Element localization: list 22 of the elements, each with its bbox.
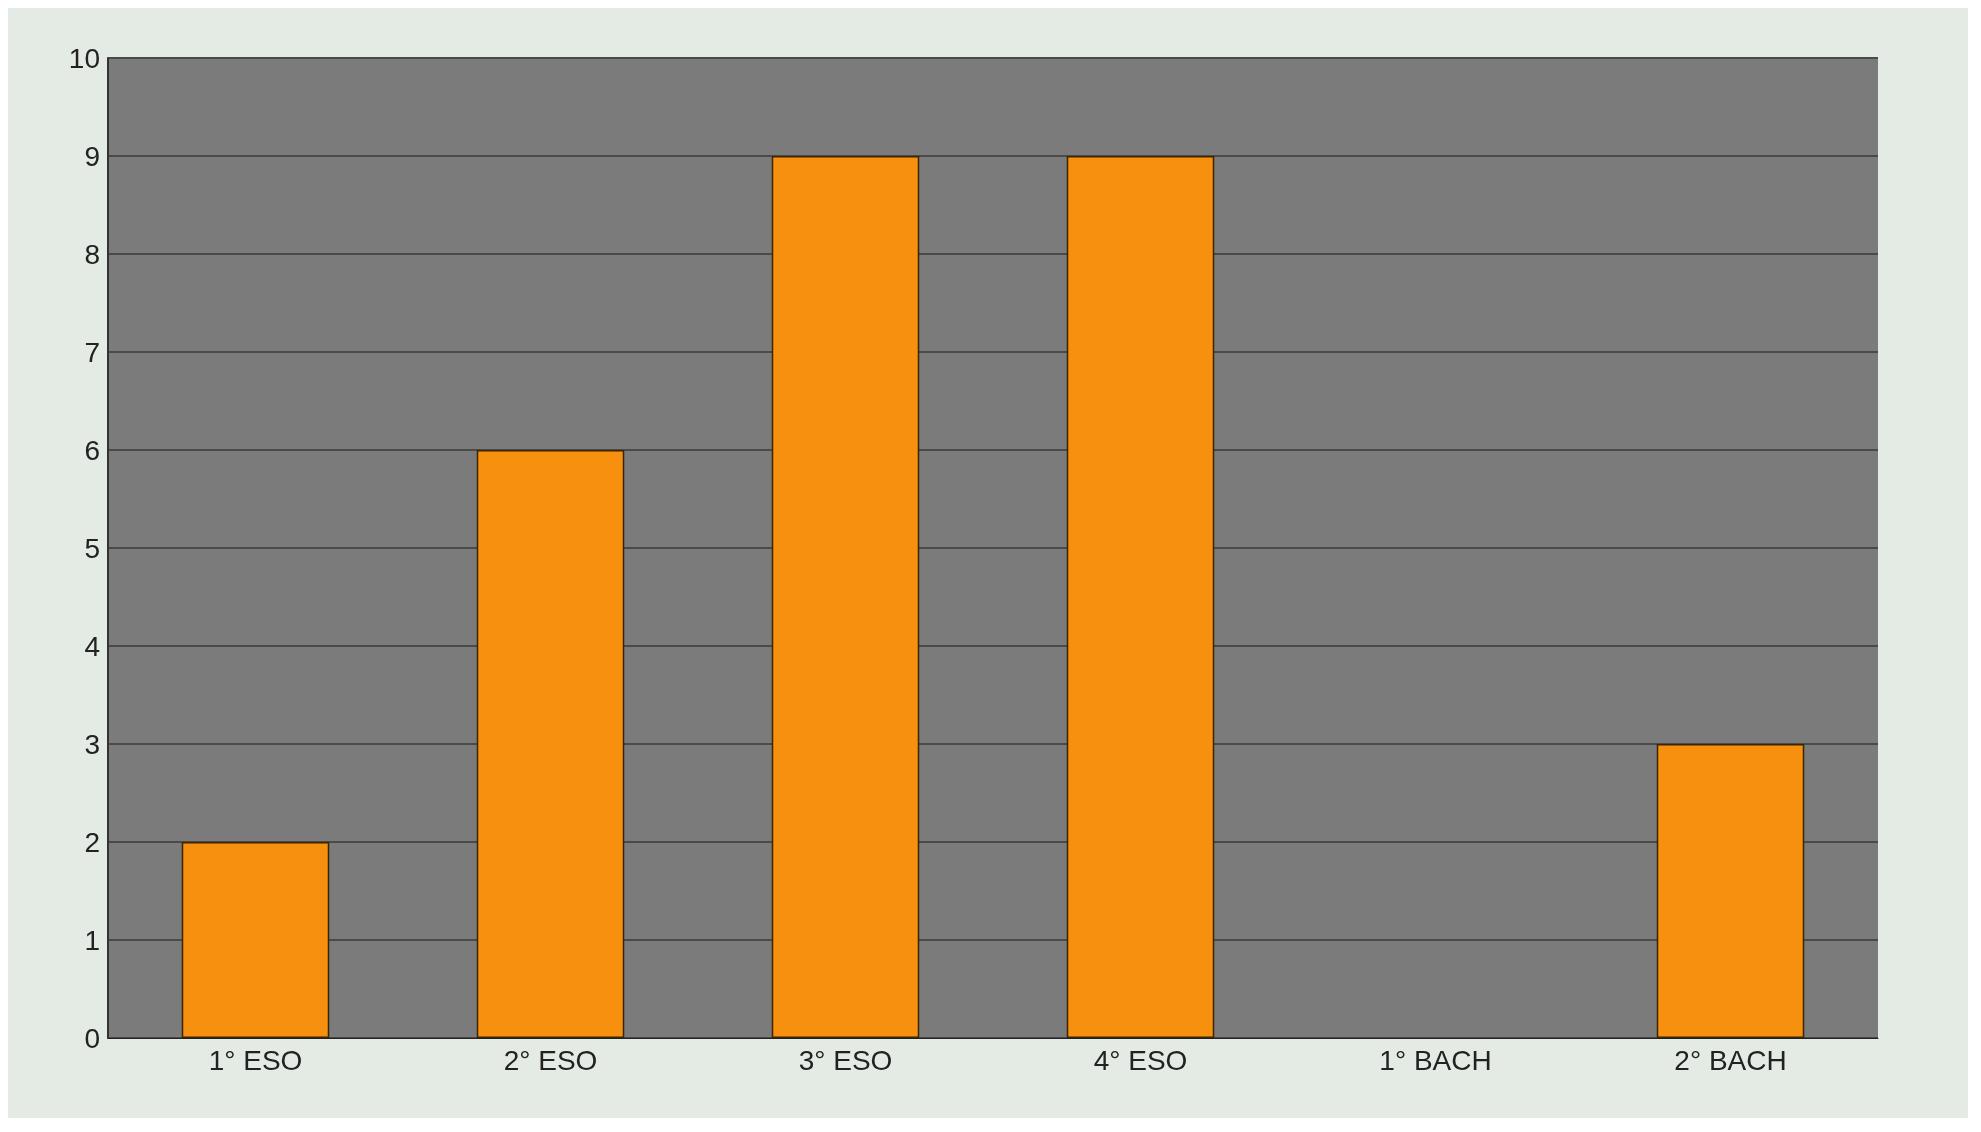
- x-tick-label: 1° BACH: [1379, 1044, 1492, 1076]
- x-tick-label: 2° ESO: [503, 1044, 598, 1076]
- x-tick-label: 1° ESO: [208, 1044, 303, 1076]
- x-tick-label: 3° ESO: [798, 1044, 893, 1076]
- y-tick-label: 2: [84, 826, 100, 858]
- y-tick-label: 5: [84, 532, 100, 564]
- y-tick-label: 0: [84, 1022, 100, 1054]
- x-tick-label: 2° BACH: [1674, 1044, 1787, 1076]
- y-tick-label: 7: [84, 336, 100, 368]
- y-tick-label: 1: [84, 924, 100, 956]
- y-tick-label: 3: [84, 728, 100, 760]
- bar: [1656, 744, 1805, 1038]
- y-tick-label: 8: [84, 238, 100, 270]
- y-tick-label: 6: [84, 434, 100, 466]
- bar: [476, 450, 625, 1038]
- y-tick-label: 9: [84, 140, 100, 172]
- bar: [1066, 156, 1215, 1038]
- y-tick-label: 4: [84, 630, 100, 662]
- x-tick-label: 4° ESO: [1093, 1044, 1188, 1076]
- y-tick-label: 10: [68, 42, 100, 74]
- bar: [771, 156, 920, 1038]
- bar: [181, 842, 330, 1038]
